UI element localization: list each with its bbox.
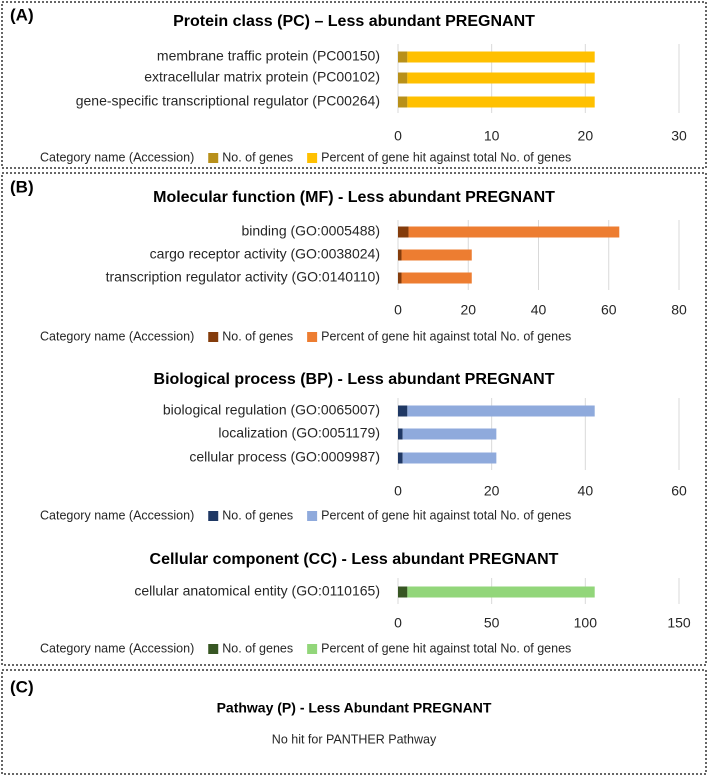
legend-swatch — [307, 332, 318, 342]
chart-title: Molecular function (MF) - Less abundant … — [153, 189, 555, 206]
panel-label: (C) — [10, 677, 34, 696]
bar-segment — [402, 428, 497, 440]
legend-swatch — [208, 332, 219, 342]
panel-label: (A) — [10, 5, 34, 24]
legend-swatch — [208, 644, 219, 654]
category-label: cellular process (GO:0009987) — [189, 449, 380, 465]
bar-segment — [407, 405, 595, 417]
bar-segment — [398, 72, 408, 84]
x-tick-label: 20 — [460, 302, 476, 318]
legend-title: Category name (Accession) — [40, 150, 194, 164]
category-label: binding (GO:0005488) — [241, 223, 380, 239]
x-tick-label: 30 — [671, 128, 687, 144]
pathway-note: No hit for PANTHER Pathway — [272, 732, 437, 746]
legend-label: Percent of gene hit against total No. of… — [321, 329, 571, 343]
bar-segment — [398, 405, 408, 417]
chart-title: Biological process (BP) - Less abundant … — [154, 371, 555, 388]
chart-title: Cellular component (CC) - Less abundant … — [150, 551, 559, 568]
legend-title: Category name (Accession) — [40, 329, 194, 343]
legend-label: No. of genes — [222, 329, 293, 343]
x-tick-label: 150 — [667, 615, 691, 631]
chart-title: Protein class (PC) – Less abundant PREGN… — [173, 13, 535, 30]
legend-label: No. of genes — [222, 508, 293, 522]
legend-label: Percent of gene hit against total No. of… — [321, 641, 571, 655]
legend-swatch — [208, 511, 219, 521]
bar-segment — [407, 72, 595, 84]
bar-segment — [408, 226, 620, 238]
bar-segment — [402, 452, 497, 464]
category-label: membrane traffic protein (PC00150) — [157, 48, 380, 64]
x-tick-label: 100 — [574, 615, 598, 631]
legend-swatch — [208, 153, 219, 163]
legend-label: Percent of gene hit against total No. of… — [321, 508, 571, 522]
legend-swatch — [307, 153, 318, 163]
pathway-title: Pathway (P) - Less Abundant PREGNANT — [217, 700, 492, 716]
x-tick-label: 60 — [671, 483, 687, 499]
legend-title: Category name (Accession) — [40, 508, 194, 522]
x-tick-label: 50 — [484, 615, 500, 631]
panel-label: (B) — [10, 177, 34, 196]
legend-label: Percent of gene hit against total No. of… — [321, 150, 571, 164]
category-label: extracellular matrix protein (PC00102) — [144, 69, 380, 85]
bar-segment — [401, 272, 472, 284]
legend-title: Category name (Accession) — [40, 641, 194, 655]
legend-swatch — [307, 511, 318, 521]
bar-segment — [398, 428, 403, 440]
panel-box — [1, 669, 707, 775]
x-tick-label: 40 — [578, 483, 594, 499]
category-label: cargo receptor activity (GO:0038024) — [150, 246, 380, 262]
x-tick-label: 0 — [394, 302, 402, 318]
x-tick-label: 20 — [578, 128, 594, 144]
category-label: transcription regulator activity (GO:014… — [106, 269, 380, 285]
bar-segment — [401, 249, 472, 261]
panel-box — [1, 172, 707, 666]
bar-segment — [398, 226, 409, 238]
x-tick-label: 0 — [394, 128, 402, 144]
category-label: gene-specific transcriptional regulator … — [76, 93, 380, 109]
x-tick-label: 20 — [484, 483, 500, 499]
category-label: localization (GO:0051179) — [218, 425, 380, 441]
bar-segment — [398, 51, 408, 63]
bar-segment — [407, 586, 595, 598]
x-tick-label: 60 — [601, 302, 617, 318]
x-tick-label: 0 — [394, 615, 402, 631]
x-tick-label: 10 — [484, 128, 500, 144]
bar-segment — [407, 96, 595, 108]
bar-segment — [398, 249, 402, 261]
bar-segment — [407, 51, 595, 63]
bar-segment — [398, 586, 408, 598]
legend-label: No. of genes — [222, 150, 293, 164]
bar-segment — [398, 452, 403, 464]
x-tick-label: 40 — [531, 302, 547, 318]
category-label: cellular anatomical entity (GO:0110165) — [134, 583, 380, 599]
bar-segment — [398, 272, 402, 284]
bar-segment — [398, 96, 408, 108]
legend-label: No. of genes — [222, 641, 293, 655]
legend-swatch — [307, 644, 318, 654]
category-label: biological regulation (GO:0065007) — [163, 402, 380, 418]
x-tick-label: 0 — [394, 483, 402, 499]
x-tick-label: 80 — [671, 302, 687, 318]
panel-box — [1, 1, 707, 169]
